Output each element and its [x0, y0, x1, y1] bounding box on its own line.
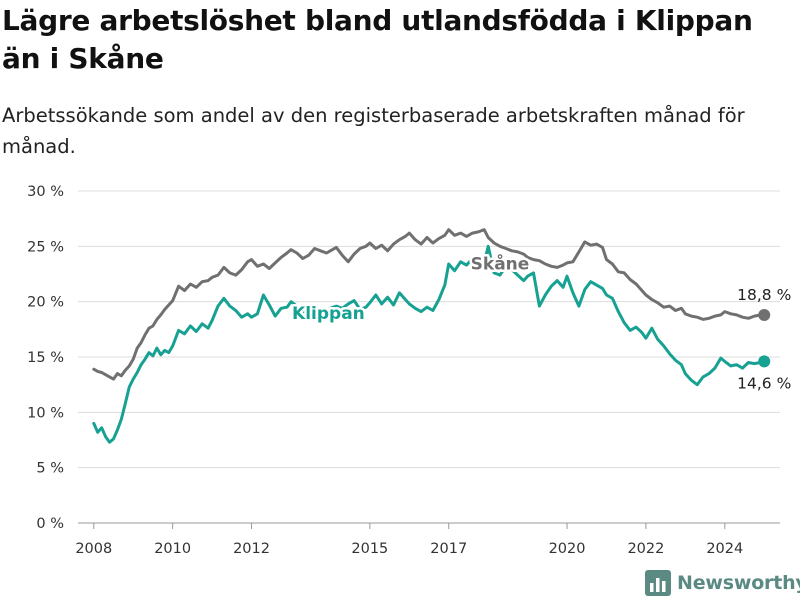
end-point-marker	[758, 355, 771, 368]
newsworthy-logo: Newsworthy	[645, 568, 800, 598]
x-tick-label: 2020	[549, 541, 586, 557]
x-axis: 2008 2010 2012 2015 2017 2020 2022 2024	[75, 523, 743, 557]
x-tick-label: 2010	[154, 541, 191, 557]
series-label-halo: Skåne	[471, 252, 530, 274]
y-axis: 0 % 5 % 10 % 15 % 20 % 25 % 30 %	[27, 184, 64, 532]
gridlines	[78, 190, 780, 524]
chart-subtitle: Arbetssökande som andel av den registerb…	[2, 104, 745, 158]
series-label-halo: Klippan	[292, 304, 365, 324]
x-tick-label: 2024	[706, 541, 743, 557]
chart-title: Lägre arbetslöshet bland utlandsfödda i …	[2, 4, 753, 75]
x-tick-label: 2015	[351, 541, 388, 557]
x-tick-label: 2008	[75, 541, 112, 557]
y-tick-label: 25 %	[27, 239, 64, 255]
series-line-klippan	[92, 244, 766, 444]
series-line-skne	[92, 228, 766, 381]
y-tick-label: 10 %	[27, 405, 64, 421]
y-tick-label: 30 %	[27, 184, 64, 200]
end-value-label: 18,8 %	[737, 286, 791, 304]
bar-chart-icon	[645, 570, 671, 596]
series-label: Skåne	[471, 252, 530, 274]
y-tick-label: 0 %	[36, 516, 64, 532]
x-tick-label: 2017	[430, 541, 467, 557]
series-lines	[92, 228, 771, 444]
y-tick-label: 5 %	[36, 461, 64, 477]
y-tick-label: 20 %	[27, 295, 64, 311]
x-tick-label: 2022	[627, 541, 664, 557]
y-tick-label: 15 %	[27, 350, 64, 366]
series-label: Klippan	[292, 304, 365, 324]
end-point-marker	[758, 308, 771, 321]
brand-name: Newsworthy	[677, 572, 800, 594]
end-value-label: 14,6 %	[737, 374, 791, 392]
x-tick-label: 2012	[233, 541, 270, 557]
